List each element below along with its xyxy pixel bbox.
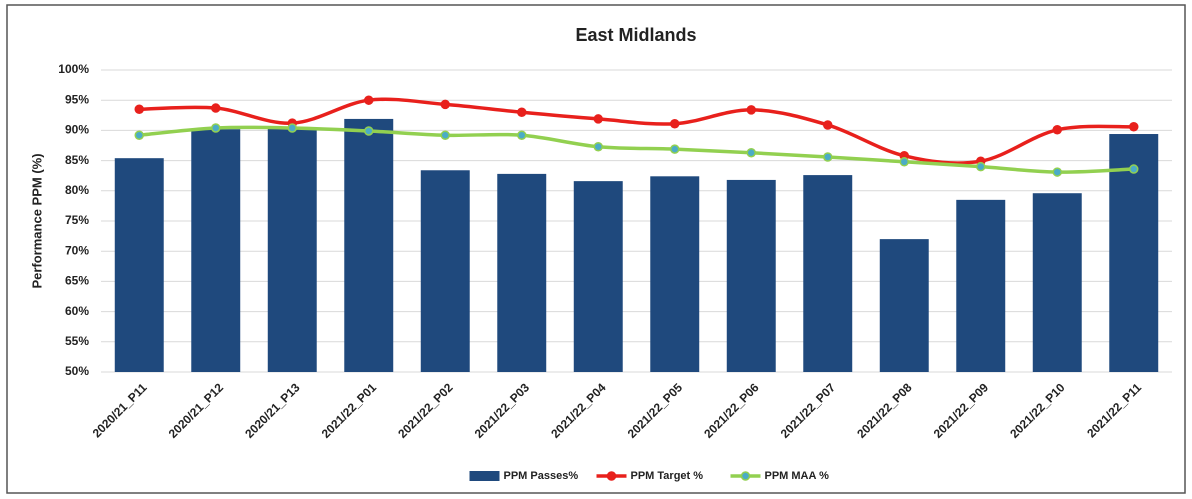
line-marker (1129, 122, 1139, 132)
bar (573, 181, 623, 372)
line-marker (899, 157, 909, 167)
bar (1032, 193, 1082, 372)
y-tick-label: 50% (65, 364, 89, 378)
legend-label: PPM Passes% (504, 470, 579, 482)
line-marker (746, 105, 756, 115)
y-tick-label: 100% (58, 62, 89, 76)
y-tick-label: 80% (65, 183, 89, 197)
line (139, 125, 1134, 174)
line-marker (1052, 167, 1062, 177)
line-marker (593, 114, 603, 124)
line-marker (823, 120, 833, 130)
line-marker (211, 103, 221, 113)
line-marker (440, 130, 450, 140)
line-marker (287, 123, 297, 133)
line-marker (1129, 164, 1139, 174)
line-marker (211, 123, 221, 133)
line-marker (670, 144, 680, 154)
line-marker (746, 147, 756, 158)
legend-label: PPM Target % (631, 470, 704, 482)
bar (650, 176, 700, 372)
y-tick-label: 90% (65, 123, 89, 137)
bar (956, 199, 1006, 372)
line-marker (517, 130, 527, 140)
bar (191, 129, 241, 372)
legend-swatch (469, 471, 500, 481)
y-tick-label: 60% (65, 304, 89, 318)
bar (497, 173, 547, 372)
line-marker (440, 99, 450, 110)
line-marker (134, 104, 144, 115)
line-marker (823, 152, 833, 162)
chart-title: East Midlands (575, 25, 696, 45)
bar (420, 170, 470, 372)
line-marker (593, 141, 603, 152)
legend-label: PPM MAA % (765, 470, 830, 482)
line-marker (976, 161, 986, 172)
y-tick-label: 70% (65, 243, 89, 257)
legend-marker (740, 471, 751, 481)
bar (803, 175, 853, 372)
y-tick-label: 55% (65, 334, 89, 348)
bar (879, 239, 929, 372)
line-marker (517, 107, 527, 118)
bar (344, 118, 394, 372)
line-marker (364, 126, 374, 136)
y-tick-label: 85% (65, 153, 89, 167)
y-tick-label: 75% (65, 213, 89, 227)
bar (726, 179, 776, 372)
line-marker (364, 95, 374, 105)
y-axis-label: Performance PPM (%) (29, 153, 44, 288)
y-tick-label: 65% (65, 274, 89, 288)
bar (114, 158, 164, 372)
line-marker (670, 119, 680, 129)
line-marker (1052, 125, 1062, 135)
legend-marker (606, 471, 617, 481)
line-marker (134, 130, 144, 140)
y-tick-label: 95% (65, 92, 89, 106)
bar (267, 128, 317, 372)
